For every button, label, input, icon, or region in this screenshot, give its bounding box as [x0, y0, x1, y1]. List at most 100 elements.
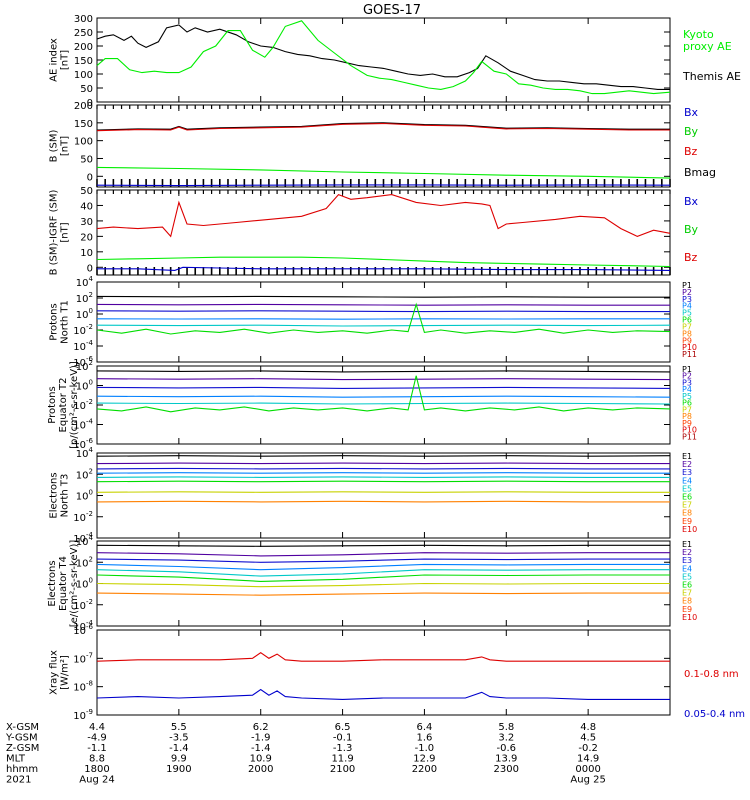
series-e5 [96, 569, 670, 577]
series-p6 [96, 302, 671, 335]
panel-frame [96, 17, 671, 103]
footer-value: 5.5 [171, 722, 187, 733]
series-e3 [96, 558, 670, 563]
series-e1 [96, 455, 671, 457]
legend-entry: E1 [682, 540, 692, 549]
footer-value: -1.4 [251, 743, 271, 754]
footer-value: -3.5 [169, 733, 189, 744]
y-tick-label: 10-2 [73, 510, 93, 524]
footer-value: 14.9 [577, 754, 599, 765]
footer-value: 9.9 [171, 754, 187, 765]
legend-entry: Bx [684, 106, 699, 119]
series-e8 [96, 500, 670, 503]
legend-entry: E2 [682, 460, 692, 469]
footer-value: Aug 24 [79, 775, 114, 786]
legend-entry: Kyoto [683, 28, 714, 41]
series-0-05-0-4-nm [96, 688, 670, 700]
footer-value: 8.8 [89, 754, 105, 765]
legend-entry: P9 [682, 419, 692, 428]
legend-entry: P5 [682, 392, 692, 401]
series-e6 [96, 574, 670, 582]
y-tick-label: 104 [76, 275, 94, 289]
footer-value: 6.4 [416, 722, 432, 733]
footer-value: 2100 [330, 764, 355, 775]
footer-value: 6.2 [253, 722, 269, 733]
series-bx [96, 184, 671, 187]
legend-entry: P7 [682, 322, 692, 331]
series-bx [97, 266, 671, 271]
y-tick-label: 102 [76, 467, 93, 481]
footer-row-label: 2021 [6, 775, 31, 786]
y-tick-label: 104 [76, 446, 94, 460]
legend-entry: E9 [682, 517, 692, 526]
legend-entry: E10 [682, 613, 697, 622]
y-axis-label: Electrons [47, 560, 58, 606]
footer-row-label: X-GSM [6, 722, 39, 733]
panel-frame [96, 452, 671, 539]
series-e8 [96, 592, 670, 596]
series-e4 [96, 472, 670, 474]
footer-value: 2200 [412, 764, 437, 775]
y-tick-label: 20 [80, 232, 93, 243]
y-tick-label: 100 [74, 70, 93, 81]
y-axis-label: B (SM) [49, 129, 60, 162]
footer-value: Aug 25 [570, 775, 605, 786]
footer-value: 10.9 [250, 754, 272, 765]
series-e6 [96, 480, 670, 483]
footer-value: 12.9 [413, 754, 435, 765]
y-axis-label: Electrons [49, 472, 60, 518]
legend-entry: P10 [682, 343, 697, 352]
panel-frame [96, 189, 671, 276]
y-tick-label: 10-4 [73, 339, 93, 353]
series-p3 [96, 310, 670, 313]
series-e4 [96, 563, 670, 571]
legend-entry: E7 [682, 501, 692, 510]
legend-entry: P1 [682, 365, 692, 374]
footer-value: 4.8 [580, 722, 596, 733]
legend-entry: E9 [682, 605, 692, 614]
footer-value: -1.0 [415, 743, 435, 754]
legend-entry: 0.1-0.8 nm [684, 669, 739, 680]
legend-entry: P2 [682, 372, 692, 381]
footer-row-label: Y-GSM [5, 733, 38, 744]
panel-ae: 0 50 100 150 200 250 300 AE index [nT] Kyotoproxy… [49, 14, 741, 109]
legend-entry: Bmag [684, 166, 716, 179]
legend-entry: P8 [682, 412, 692, 421]
y-axis-label: Protons [47, 386, 58, 423]
series-by [96, 166, 671, 179]
panel-xray: 10-9 10-8 10-7 10-6 Xray flux [W/m²] 0.1-0.8 n… [49, 623, 746, 722]
legend-entry: P8 [682, 329, 692, 338]
legend-entry: Bz [684, 145, 698, 158]
legend-entry: P11 [682, 432, 697, 441]
y-tick-label: 10-2 [73, 323, 93, 337]
footer-value: -0.1 [333, 733, 353, 744]
y-axis-label: Equator T4 [58, 556, 69, 611]
plot-title: GOES-17 [363, 3, 421, 18]
y-tick-label: 100 [76, 489, 93, 503]
series-p2 [96, 303, 670, 306]
footer-value: 1.6 [416, 733, 432, 744]
footer-value: 0000 [575, 764, 600, 775]
y-axis-label: North T1 [60, 300, 71, 344]
series-e2 [96, 462, 670, 465]
footer-value: -1.3 [333, 743, 353, 754]
panel-dbsm: 0 10 20 30 40 50 B (SM)-IGRF (SM) [nT] Bx By Bz [49, 186, 699, 276]
y-tick-label: 10-7 [73, 651, 93, 665]
series-p6 [96, 375, 671, 413]
series-bmag [96, 122, 670, 131]
series-p5 [96, 402, 671, 405]
legend-entry: E3 [682, 556, 692, 565]
series-bz [96, 122, 670, 132]
y-axis-label: [e/(cm²-s-sr-keV)] [69, 540, 80, 628]
footer-row-label: hhmm [6, 764, 38, 775]
y-tick-label: 0 [87, 172, 93, 183]
y-tick-label: 10-9 [73, 708, 93, 722]
y-tick-label: 102 [76, 291, 93, 305]
footer-value: 2000 [248, 764, 273, 775]
legend-entry: E3 [682, 468, 692, 477]
panel-bsm: 0 50 100 150 200 B (SM) [nT] Bx By Bz Bmag [49, 101, 716, 188]
legend-entry: P10 [682, 426, 697, 435]
series-p1 [96, 295, 670, 298]
